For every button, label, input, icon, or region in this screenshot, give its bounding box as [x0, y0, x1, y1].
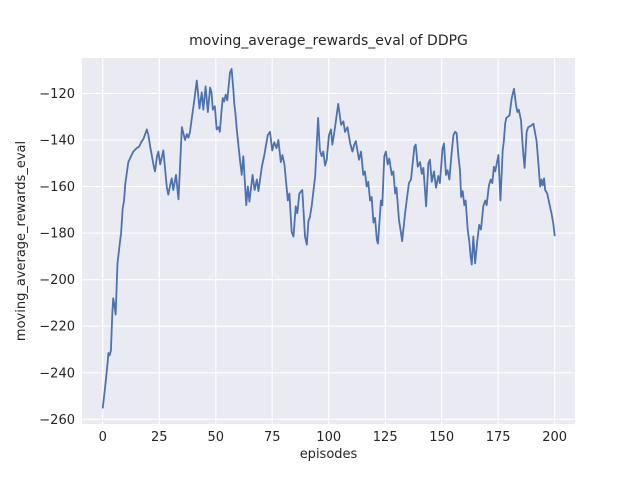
y-tick-label: −120	[39, 87, 75, 102]
x-tick-label: 75	[264, 430, 281, 445]
y-tick-labels: −260 −240 −220 −200 −180 −160 −140 −120	[39, 87, 75, 428]
y-tick-label: −260	[39, 413, 75, 428]
x-tick-label: 125	[373, 430, 398, 445]
chart-title: moving_average_rewards_eval of DDPG	[189, 33, 468, 49]
y-tick-label: −140	[39, 133, 75, 148]
y-tick-label: −180	[39, 227, 75, 242]
y-tick-label: −220	[39, 320, 75, 335]
y-axis-label: moving_average_rewards_eval	[14, 141, 29, 341]
y-tick-label: −200	[39, 273, 75, 288]
series-layer	[101, 68, 556, 409]
series-line-moving_average_rewards_eval	[101, 68, 556, 409]
x-tick-label: 175	[486, 430, 511, 445]
x-tick-label: 100	[316, 430, 341, 445]
y-tick-label: −240	[39, 366, 75, 381]
y-tick-label: −160	[39, 180, 75, 195]
x-tick-label: 0	[99, 430, 107, 445]
x-tick-label: 150	[429, 430, 454, 445]
x-tick-label: 200	[542, 430, 567, 445]
x-tick-labels: 0 25 50 75 100 125 150 175 200	[99, 430, 567, 445]
x-axis-label: episodes	[300, 447, 358, 462]
x-tick-label: 25	[151, 430, 168, 445]
x-tick-label: 50	[207, 430, 224, 445]
